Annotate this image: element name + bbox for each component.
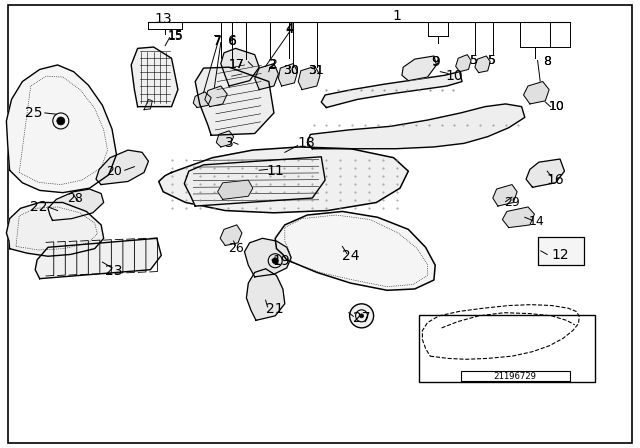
Text: 30: 30 [284,64,299,77]
Text: 10: 10 [549,100,564,113]
Text: 10: 10 [445,69,463,83]
Text: 21196729: 21196729 [493,372,537,381]
Polygon shape [221,48,259,86]
Circle shape [272,258,278,264]
Text: 6: 6 [228,34,236,48]
Polygon shape [193,92,211,108]
Text: 12: 12 [551,248,569,263]
Text: 6: 6 [228,34,237,48]
Polygon shape [144,99,152,110]
Text: 21: 21 [266,302,284,316]
Text: 5: 5 [470,54,477,67]
Polygon shape [35,238,161,279]
Text: 1: 1 [392,9,401,23]
Text: 19: 19 [273,254,291,268]
Polygon shape [456,55,471,72]
Text: 16: 16 [547,173,564,187]
Text: 15: 15 [168,30,184,43]
Text: 27: 27 [353,311,371,325]
Polygon shape [6,202,104,256]
Text: 23: 23 [105,264,123,278]
Polygon shape [255,64,278,90]
Text: 4: 4 [285,22,294,36]
Bar [538,237,584,265]
Text: 3: 3 [225,136,234,151]
Text: 25: 25 [24,106,42,120]
Bar [419,315,595,382]
Polygon shape [307,104,525,149]
Polygon shape [205,86,227,107]
Polygon shape [246,269,285,320]
Text: 2: 2 [268,57,277,72]
Polygon shape [402,56,436,81]
Circle shape [349,304,374,328]
Polygon shape [502,207,534,228]
Polygon shape [475,56,490,73]
Text: 11: 11 [266,164,284,178]
Text: 26: 26 [228,242,243,255]
Text: 24: 24 [342,249,360,263]
Text: 7: 7 [214,34,221,48]
Text: 29: 29 [504,196,520,209]
Text: 5: 5 [488,54,495,67]
Polygon shape [244,238,291,277]
Circle shape [360,314,364,318]
Text: 22: 22 [29,200,47,214]
Polygon shape [493,185,517,206]
Text: 18: 18 [297,136,315,151]
Text: 5: 5 [488,54,495,67]
Text: 8: 8 [543,55,551,68]
Polygon shape [184,157,325,206]
Polygon shape [48,189,104,220]
Bar [461,371,570,381]
Polygon shape [298,66,320,90]
Polygon shape [159,147,408,213]
Polygon shape [6,65,116,193]
Text: 9: 9 [431,55,439,69]
Polygon shape [278,64,298,86]
Text: 31: 31 [308,64,323,77]
Text: 5: 5 [470,54,477,67]
Text: 9: 9 [431,55,440,69]
Text: 17: 17 [229,58,244,71]
Polygon shape [218,180,253,199]
Polygon shape [195,67,274,135]
Text: 31: 31 [308,64,323,77]
Polygon shape [524,82,549,104]
Text: 14: 14 [529,215,544,228]
Text: 28: 28 [68,191,83,205]
Polygon shape [131,47,178,107]
Polygon shape [526,159,564,187]
Text: 17: 17 [229,58,244,71]
Polygon shape [275,211,435,290]
Circle shape [57,117,65,125]
Text: 20: 20 [106,164,122,178]
Text: 2: 2 [269,58,276,71]
Polygon shape [216,131,234,147]
Text: 15: 15 [168,29,184,43]
Text: 4: 4 [285,22,293,36]
Text: 30: 30 [284,64,299,77]
Polygon shape [96,150,148,185]
Text: 10: 10 [549,100,564,113]
Polygon shape [321,72,462,108]
Text: 13: 13 [154,12,172,26]
Text: 7: 7 [213,34,222,48]
Text: 8: 8 [543,55,551,68]
Polygon shape [220,225,242,246]
